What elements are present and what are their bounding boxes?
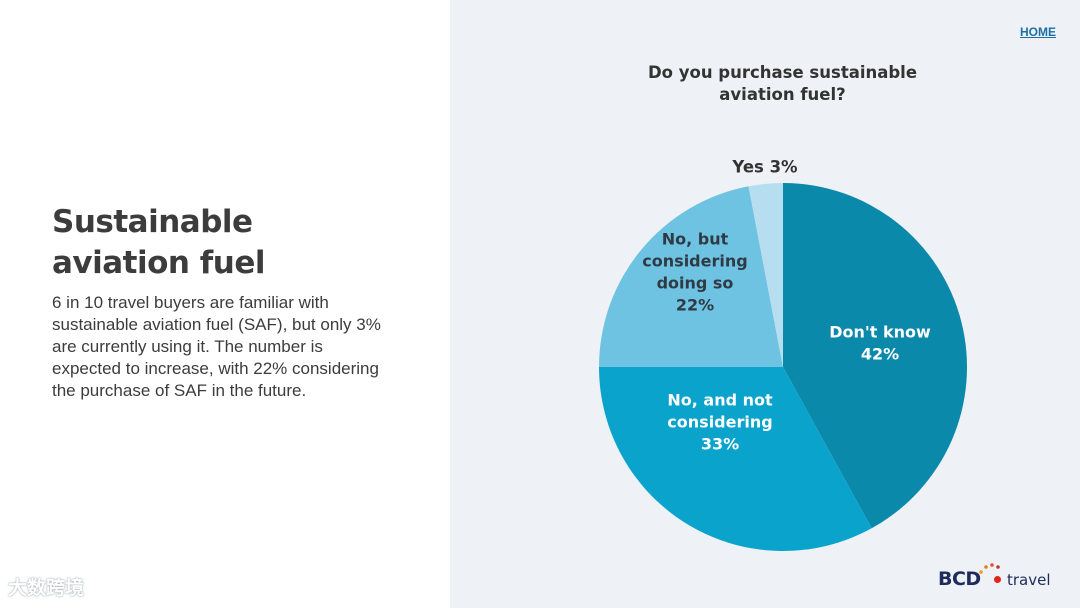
pie-slice-no-but-considering-doing-so bbox=[599, 186, 783, 367]
pie-slice-don-t-know bbox=[783, 183, 968, 529]
logo-suffix-text: travel bbox=[1007, 571, 1051, 589]
logo-brand-text: BCD bbox=[938, 568, 981, 590]
pie-label-1-line-0: No, and not bbox=[667, 391, 773, 410]
chart-title-line-1: Do you purchase sustainable bbox=[647, 63, 918, 82]
pie-label-0-line-0: Don't know bbox=[829, 323, 931, 342]
pie-label-2-line-1: considering bbox=[642, 252, 747, 271]
pie-slice-yes bbox=[748, 183, 783, 367]
pie-slice-no-and-not-considering bbox=[598, 367, 872, 552]
pie-label-2-line-3: 22% bbox=[676, 296, 714, 315]
home-link[interactable]: HOME bbox=[1020, 25, 1056, 39]
watermark: 大数跨境 bbox=[8, 577, 85, 599]
page-title-line-1: Sustainable bbox=[52, 204, 253, 240]
intro-panel: Sustainable aviation fuel 6 in 10 travel… bbox=[0, 0, 450, 608]
intro-body-text: 6 in 10 travel buyers are familiar with … bbox=[52, 293, 381, 400]
logo-dots-arc-icon bbox=[979, 563, 1000, 574]
pie-label-2-line-2: doing so bbox=[657, 274, 734, 293]
pie-label-2-line-0: No, but bbox=[662, 230, 729, 249]
pie-label-1-line-2: 33% bbox=[701, 435, 739, 454]
page-title-line-2: aviation fuel bbox=[52, 245, 265, 281]
logo-red-dot-icon bbox=[994, 576, 1001, 583]
bcd-travel-logo: BCD travel bbox=[938, 562, 1058, 596]
pie-label-0-line-1: 42% bbox=[861, 345, 899, 364]
page-title: Sustainable aviation fuel bbox=[52, 202, 392, 284]
chart-title: Do you purchase sustainable aviation fue… bbox=[450, 62, 1080, 106]
chart-title-line-2: aviation fuel? bbox=[719, 85, 846, 104]
pie-label-3-line-0: Yes 3% bbox=[731, 158, 798, 177]
pie-label-1-line-1: considering bbox=[667, 413, 772, 432]
